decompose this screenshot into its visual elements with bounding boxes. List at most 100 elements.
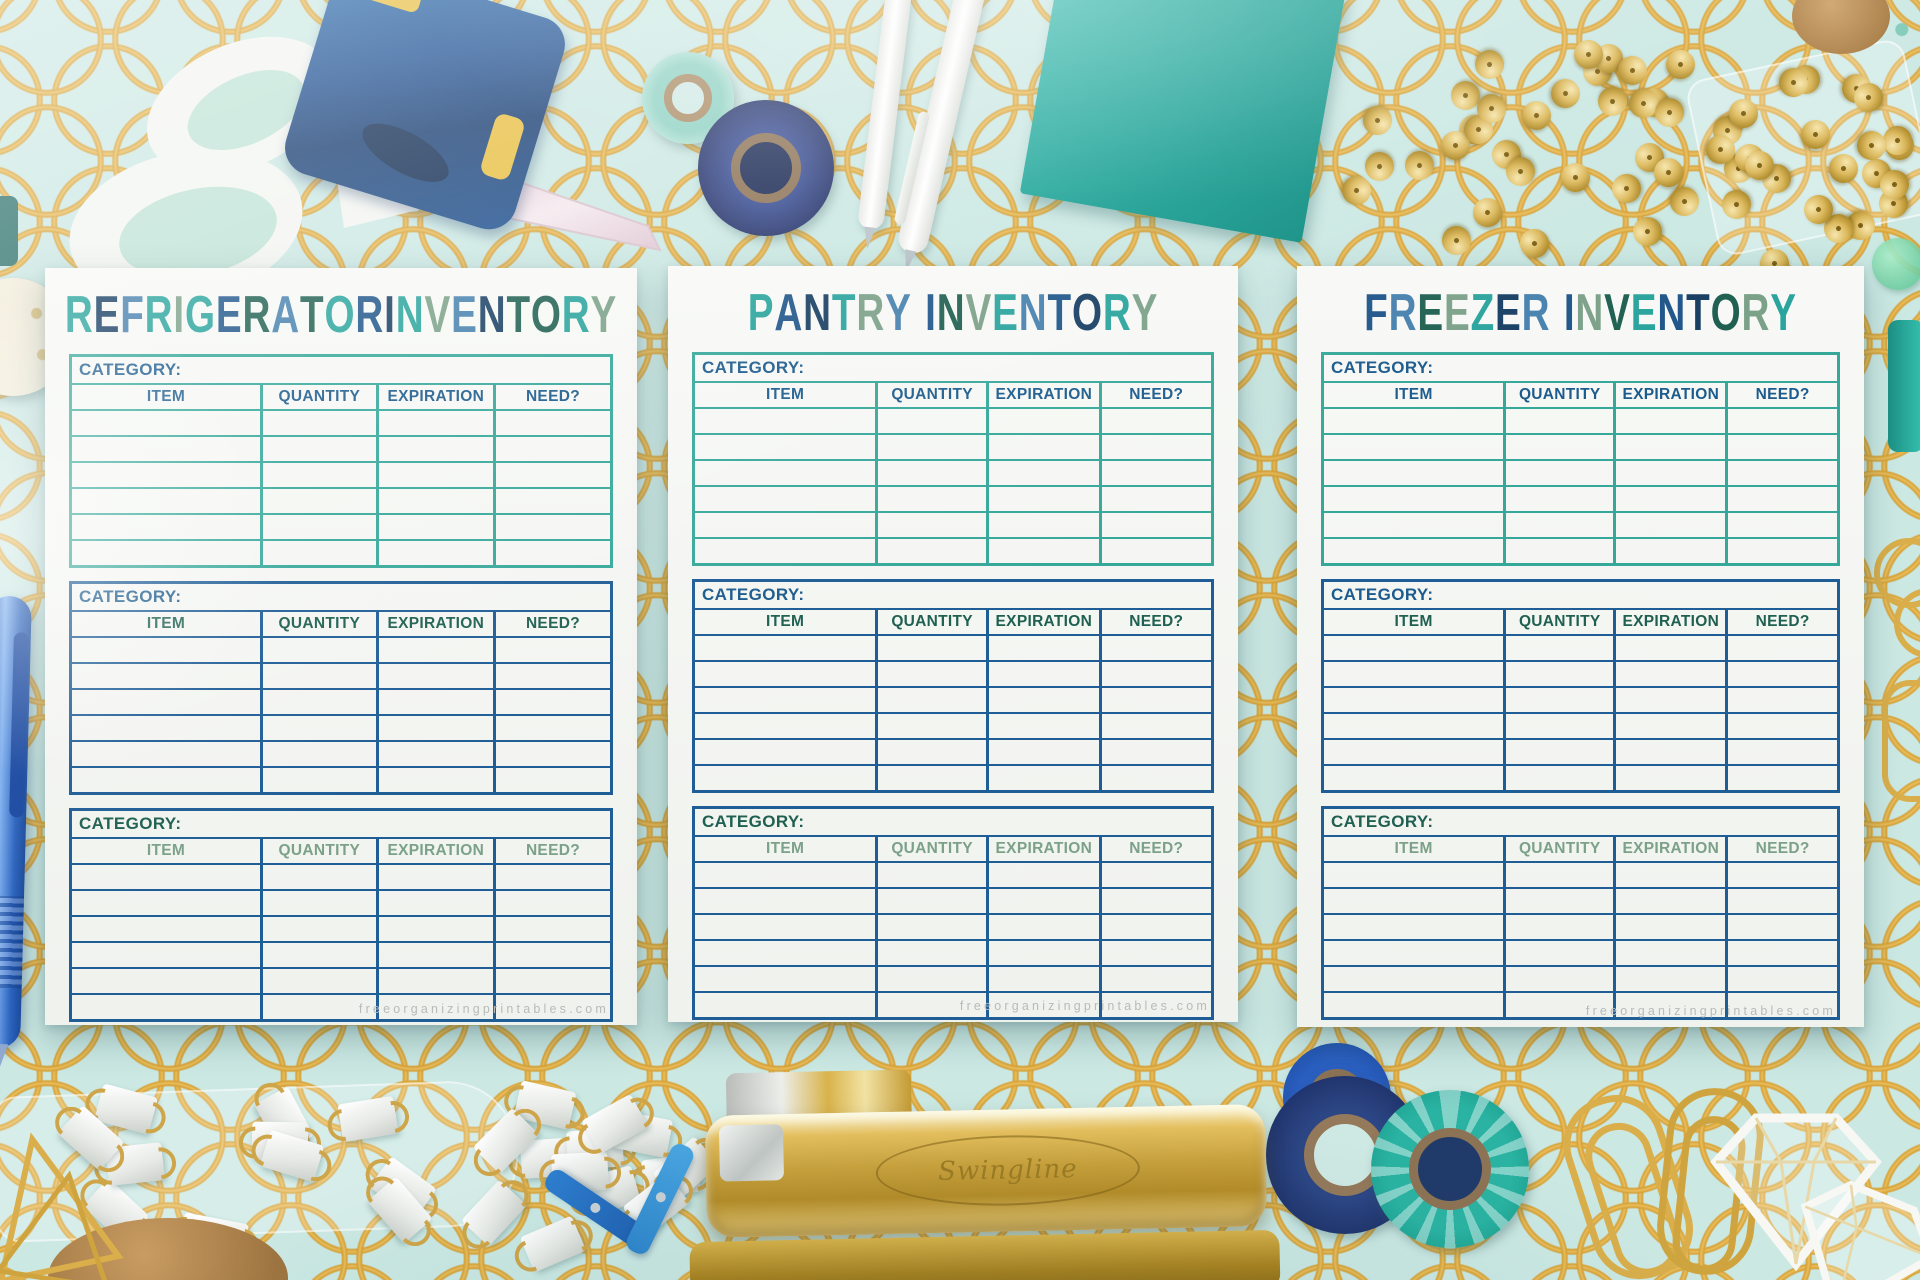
blank-cell: [72, 515, 263, 539]
blank-cell: [1616, 461, 1729, 485]
category-label-row: CATEGORY:: [72, 811, 610, 839]
blank-cell: [496, 638, 610, 662]
blank-cell: [263, 690, 379, 714]
blank-cell: [379, 541, 496, 565]
blank-cell: [1506, 636, 1617, 660]
blank-cell: [1324, 636, 1507, 660]
stapler-brand-emboss: Swingline: [875, 1132, 1141, 1209]
blank-cell: [1506, 513, 1617, 537]
blank-entry-row: [72, 489, 610, 515]
title-letter: R: [1521, 282, 1551, 342]
diamond-clips: [1710, 1113, 1920, 1280]
washi-tape-navy-core: [730, 132, 802, 204]
blank-cell: [1506, 941, 1617, 965]
title-letter: R: [1741, 282, 1771, 342]
blank-cell: [1324, 889, 1507, 913]
title-letter: F: [1364, 282, 1389, 342]
blank-cell: [989, 967, 1102, 991]
column-header-item: ITEM: [695, 610, 879, 634]
gold-push-pin: [1592, 81, 1633, 122]
gold-push-pin: [1795, 114, 1836, 156]
inventory-table-section: CATEGORY: ITEM QUANTITY EXPIRATION NEED?: [69, 808, 613, 1022]
blank-cell: [263, 995, 379, 1019]
title-letter: E: [1443, 282, 1471, 342]
blank-cell: [72, 664, 263, 688]
blank-entry-row: [1324, 487, 1837, 513]
title-letter: F: [120, 284, 145, 344]
blank-entry-row: [1324, 539, 1837, 563]
sheet-footer-url: freeorganizingprintables.com: [959, 999, 1210, 1013]
column-header-row: ITEM QUANTITY EXPIRATION NEED?: [72, 385, 610, 411]
blank-cell: [1728, 513, 1837, 537]
title-letter: R: [144, 284, 174, 344]
column-header-need: NEED?: [525, 388, 580, 405]
blank-cell: [1324, 740, 1507, 764]
blank-cell: [1102, 513, 1211, 537]
sheet-sections: CATEGORY: ITEM QUANTITY EXPIRATION NEED? CATE…: [692, 352, 1214, 1020]
blank-cell: [989, 539, 1102, 563]
blank-entry-row: [1324, 513, 1837, 539]
white-pen-2: [893, 0, 991, 256]
blank-entry-row: [72, 664, 610, 690]
blank-cell: [989, 487, 1102, 511]
gold-push-pin: [1823, 148, 1863, 188]
blank-cell: [695, 636, 879, 660]
blank-cell: [379, 638, 496, 662]
blank-cell: [1506, 993, 1617, 1017]
blank-cell: [1324, 487, 1507, 511]
column-header-row: ITEM QUANTITY EXPIRATION NEED?: [1324, 383, 1837, 409]
blank-cell: [695, 539, 879, 563]
blank-cell: [1506, 539, 1617, 563]
column-header-row: ITEM QUANTITY EXPIRATION NEED?: [695, 837, 1211, 863]
blank-cell: [72, 742, 263, 766]
blank-entry-row: [72, 638, 610, 664]
blank-cell: [263, 541, 379, 565]
blank-cell: [989, 461, 1102, 485]
title-letter: R: [242, 284, 272, 344]
blank-cell: [72, 891, 263, 915]
blank-entry-row: [695, 740, 1211, 766]
blank-cell: [878, 435, 990, 459]
blank-cell: [263, 664, 379, 688]
blank-cell: [1616, 636, 1729, 660]
blank-cell: [1616, 915, 1729, 939]
blank-cell: [695, 993, 879, 1017]
title-letter: G: [184, 284, 216, 344]
blank-cell: [496, 768, 610, 792]
blank-cell: [878, 740, 990, 764]
column-header-expiration: EXPIRATION: [379, 839, 496, 863]
blank-cell: [1506, 435, 1617, 459]
washi-tape-mint-core: [664, 74, 712, 122]
blank-cell: [1728, 915, 1837, 939]
column-header-expiration: EXPIRATION: [989, 610, 1102, 634]
blank-cell: [878, 766, 990, 790]
blank-cell: [878, 662, 990, 686]
blank-entry-row: [695, 863, 1211, 889]
blank-cell: [1616, 889, 1729, 913]
blank-cell: [1728, 889, 1837, 913]
blank-cell: [379, 664, 496, 688]
blank-cell: [1324, 409, 1507, 433]
blank-cell: [379, 716, 496, 740]
blank-entry-row: [1324, 688, 1837, 714]
gold-paperclip-right-edge: [1882, 680, 1920, 802]
gold-push-pin: [1470, 44, 1510, 84]
blank-entry-row: [72, 917, 610, 943]
blank-cell: [1616, 863, 1729, 887]
blank-cell: [1728, 662, 1837, 686]
green-push-pin: [1872, 238, 1920, 290]
column-header-item: ITEM: [72, 385, 263, 409]
blank-cell: [379, 437, 496, 461]
blank-cell: [72, 865, 263, 889]
column-header-need: NEED?: [525, 615, 580, 632]
blank-cell: [263, 969, 379, 993]
title-letter: R: [1102, 282, 1132, 342]
gold-push-pin: [1669, 186, 1701, 217]
gold-push-pin: [1516, 225, 1553, 262]
blank-cell: [1616, 766, 1729, 790]
title-letter: N: [803, 282, 832, 342]
blank-cell: [695, 915, 879, 939]
blank-entry-row: [1324, 915, 1837, 941]
blank-cell: [72, 768, 263, 792]
blank-cell: [878, 688, 990, 712]
